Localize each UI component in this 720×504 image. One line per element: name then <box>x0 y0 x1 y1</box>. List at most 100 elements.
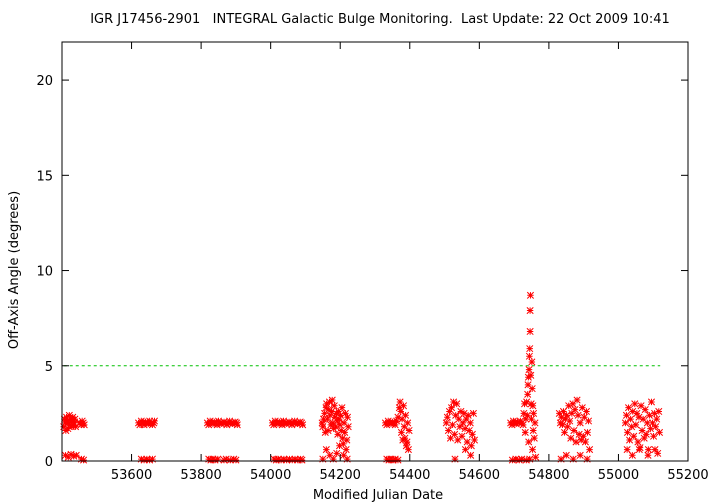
data-point <box>630 432 638 440</box>
data-point <box>586 446 594 454</box>
data-point <box>512 455 520 463</box>
data-point <box>318 419 326 427</box>
data-point <box>526 291 535 299</box>
data-point <box>342 446 350 454</box>
chart-title: IGR J17456-2901 INTEGRAL Galactic Bulge … <box>90 12 670 27</box>
data-point <box>322 446 330 454</box>
data-point <box>391 455 399 463</box>
data-point <box>333 449 341 457</box>
data-point <box>527 371 535 379</box>
data-point <box>395 404 403 412</box>
data-point <box>70 452 78 460</box>
data-point <box>146 456 154 464</box>
data-point <box>462 415 470 423</box>
data-point <box>445 407 453 416</box>
data-point <box>583 428 592 436</box>
data-point <box>628 451 636 459</box>
data-point <box>576 451 584 459</box>
data-point <box>524 390 532 398</box>
data-point <box>321 409 329 417</box>
data-point <box>393 417 401 425</box>
data-point <box>624 404 633 412</box>
data-point <box>526 345 534 353</box>
data-point <box>578 404 586 412</box>
data-point <box>226 456 234 464</box>
data-point <box>322 404 330 412</box>
data-point <box>137 455 145 463</box>
data-point <box>339 434 347 442</box>
data-point <box>205 421 213 429</box>
data-point <box>569 455 577 463</box>
data-point <box>397 428 405 436</box>
data-point <box>401 434 409 442</box>
data-point <box>520 409 528 417</box>
data-point <box>627 415 635 423</box>
data-point <box>335 442 344 450</box>
data-point <box>398 415 406 423</box>
data-point <box>526 306 534 315</box>
data-point <box>326 411 334 419</box>
data-point <box>465 426 473 435</box>
data-point <box>343 413 352 421</box>
data-point <box>644 446 652 454</box>
data-point <box>404 446 412 454</box>
data-point <box>654 449 662 457</box>
data-point <box>525 366 533 374</box>
data-point <box>526 327 534 336</box>
data-point <box>78 417 86 425</box>
data-point <box>640 434 648 442</box>
data-point <box>645 411 653 419</box>
data-point <box>633 409 641 417</box>
data-point <box>337 411 345 419</box>
y-tick-label: 5 <box>45 360 53 375</box>
x-tick-label: 54400 <box>389 468 430 483</box>
data-point <box>531 419 539 427</box>
data-point <box>524 381 532 389</box>
data-point <box>387 455 395 463</box>
data-point <box>397 407 405 416</box>
data-point <box>150 419 158 427</box>
data-point <box>463 438 471 446</box>
data-point <box>650 432 658 440</box>
data-point <box>385 456 393 464</box>
data-point <box>298 456 306 464</box>
data-point <box>451 430 459 438</box>
data-point <box>150 417 159 425</box>
data-point <box>321 428 329 436</box>
y-tick-label: 20 <box>36 74 53 89</box>
data-point <box>467 451 475 459</box>
data-point <box>209 455 217 463</box>
data-point <box>522 456 530 464</box>
data-point <box>396 398 404 406</box>
data-point <box>636 444 644 452</box>
data-point <box>80 421 88 429</box>
data-point <box>518 455 526 463</box>
y-tick-label: 0 <box>45 455 53 470</box>
data-point <box>72 451 80 459</box>
data-point <box>634 438 642 446</box>
data-point <box>60 423 68 431</box>
data-point <box>338 404 346 412</box>
data-point <box>270 455 278 463</box>
data-point <box>631 400 639 408</box>
data-point <box>469 409 477 417</box>
data-point <box>651 409 659 417</box>
data-point <box>213 421 221 429</box>
x-tick-label: 54000 <box>250 468 291 483</box>
data-point <box>519 421 527 429</box>
data-point <box>449 421 457 429</box>
data-point <box>272 456 280 464</box>
data-point <box>632 421 640 429</box>
data-point <box>577 436 585 444</box>
data-point <box>461 425 469 433</box>
data-point <box>148 455 156 463</box>
data-point <box>583 455 591 463</box>
data-point <box>336 421 344 429</box>
data-point <box>528 385 536 393</box>
data-point <box>525 438 533 446</box>
data-point <box>79 419 87 427</box>
data-point <box>515 456 523 464</box>
data-point <box>285 455 294 463</box>
data-point <box>334 407 343 416</box>
